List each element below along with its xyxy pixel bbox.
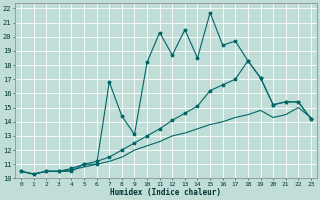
X-axis label: Humidex (Indice chaleur): Humidex (Indice chaleur) xyxy=(110,188,221,197)
